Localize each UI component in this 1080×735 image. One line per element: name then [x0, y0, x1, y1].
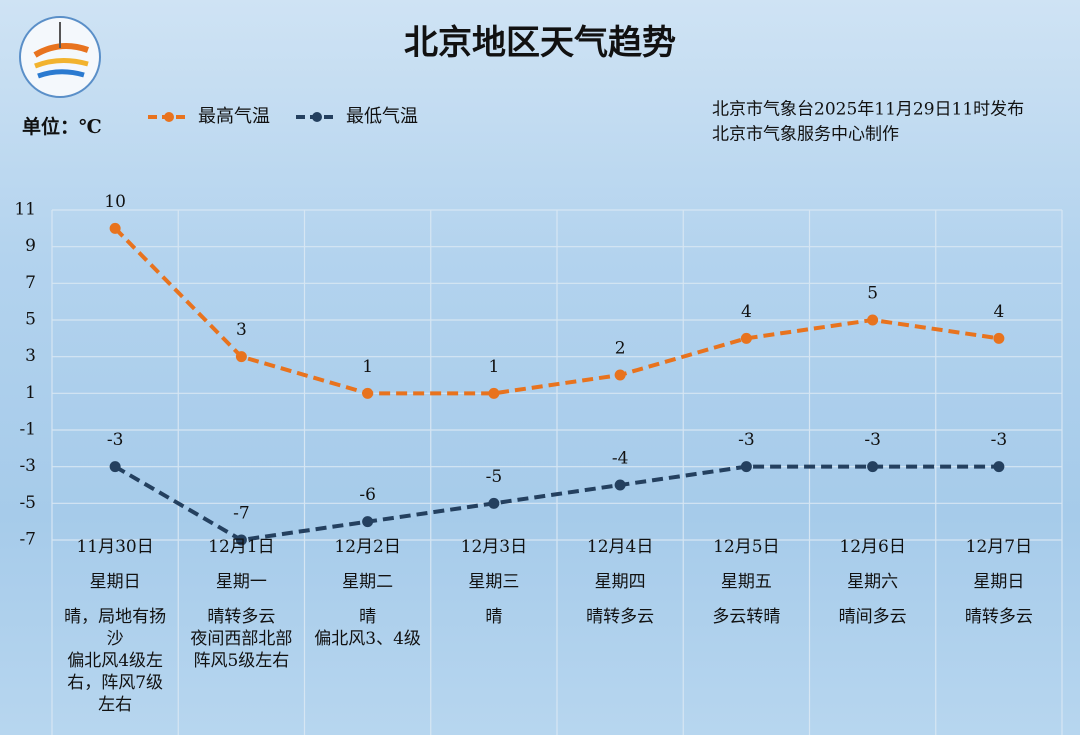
point — [993, 461, 1005, 473]
y-tick-label: -5 — [19, 493, 36, 513]
data-label: -6 — [359, 485, 376, 505]
y-tick-label: -7 — [19, 530, 36, 550]
y-tick-label: 11 — [14, 200, 36, 220]
point — [867, 314, 879, 326]
point — [109, 222, 121, 234]
data-label: 2 — [615, 339, 626, 359]
y-tick-label: 7 — [25, 273, 36, 293]
weekday: 星期六 — [847, 572, 899, 592]
point — [867, 461, 879, 473]
data-label: -4 — [612, 449, 629, 469]
y-tick-label: 1 — [25, 383, 36, 403]
x-tick-label: 12月6日 — [839, 537, 906, 557]
weekday: 星期二 — [342, 572, 394, 592]
issuer: 北京市气象服务中心制作 — [712, 125, 899, 145]
point — [740, 332, 752, 344]
weekday: 星期一 — [215, 572, 267, 592]
unit-label: 单位：℃ — [22, 115, 102, 138]
data-label: 1 — [488, 357, 499, 377]
data-label: -5 — [486, 467, 503, 487]
legend-label: 最低气温 — [346, 106, 418, 127]
y-tick-label: -3 — [19, 456, 36, 476]
data-label: -3 — [864, 430, 881, 450]
point — [614, 369, 626, 381]
legend-dot — [164, 112, 174, 122]
weekday: 星期三 — [468, 572, 520, 592]
data-label: 4 — [741, 302, 752, 322]
weather: 晴，局地有扬沙 — [64, 607, 167, 649]
line — [113, 226, 1000, 396]
weather: 偏北风3、4级 — [314, 629, 421, 649]
legend-label: 最高气温 — [198, 106, 270, 127]
data-label: 3 — [236, 320, 247, 340]
y-tick-label: 9 — [25, 236, 36, 256]
weather: 晴 — [359, 607, 377, 627]
weekday: 星期日 — [973, 572, 1025, 592]
weather: 晴 — [485, 607, 503, 627]
x-tick-label: 12月1日 — [208, 537, 275, 557]
weather: 偏北风4级左右，阵风7级左右 — [67, 651, 164, 715]
y-tick-label: 5 — [25, 310, 36, 330]
x-tick-label: 12月3日 — [460, 537, 528, 557]
point — [235, 534, 247, 546]
line — [114, 464, 999, 543]
data-label: -3 — [738, 430, 755, 450]
chart-title: 北京地区天气趋势 — [404, 23, 676, 63]
data-label: -3 — [107, 430, 124, 450]
weather: 晴转多云 — [207, 607, 276, 627]
legend-dot — [312, 112, 322, 122]
data-label: 4 — [993, 302, 1004, 322]
point — [614, 479, 626, 491]
x-tick-label: 12月5日 — [713, 537, 780, 557]
x-tick-label: 12月2日 — [334, 537, 401, 557]
point — [362, 516, 374, 528]
point — [488, 387, 500, 399]
point — [993, 332, 1005, 344]
weekday: 星期四 — [594, 572, 646, 592]
x-tick-label: 12月4日 — [586, 537, 654, 557]
y-tick-label: 3 — [25, 346, 36, 366]
weekday: 星期五 — [720, 572, 772, 592]
weather: 晴间多云 — [838, 607, 907, 627]
point — [740, 461, 752, 473]
logo — [19, 16, 101, 98]
data-label: 5 — [867, 284, 878, 304]
data-label: -7 — [233, 504, 250, 524]
data-label: -3 — [991, 430, 1008, 450]
data-label: 10 — [104, 192, 126, 212]
data-label: 1 — [362, 357, 373, 377]
y-tick-label: -1 — [19, 420, 36, 440]
point — [488, 497, 500, 509]
weather: 晴转多云 — [586, 607, 655, 627]
x-tick-label: 11月30日 — [76, 537, 154, 557]
weather: 晴转多云 — [964, 607, 1033, 627]
point — [109, 461, 121, 473]
point — [235, 351, 247, 363]
weather: 多云转晴 — [712, 607, 781, 627]
weekday: 星期日 — [89, 572, 141, 592]
weather: 夜间西部北部阵风5级左右 — [190, 629, 293, 671]
issuer: 北京市气象台2025年11月29日11时发布 — [712, 100, 1024, 120]
x-tick-label: 12月7日 — [965, 537, 1033, 557]
point — [362, 387, 374, 399]
